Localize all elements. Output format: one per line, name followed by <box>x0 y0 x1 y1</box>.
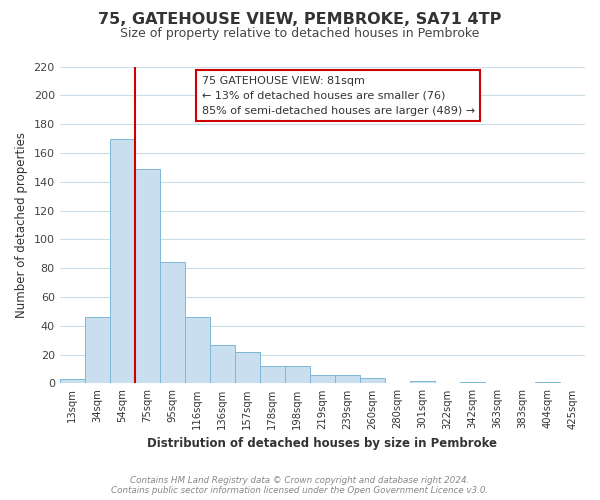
Bar <box>335 375 360 384</box>
X-axis label: Distribution of detached houses by size in Pembroke: Distribution of detached houses by size … <box>148 437 497 450</box>
Text: Contains HM Land Registry data © Crown copyright and database right 2024.
Contai: Contains HM Land Registry data © Crown c… <box>112 476 488 495</box>
Bar <box>285 366 310 384</box>
Bar <box>460 382 485 384</box>
Bar <box>310 375 335 384</box>
Bar <box>210 344 235 384</box>
Bar <box>160 262 185 384</box>
Bar <box>59 379 85 384</box>
Bar <box>110 138 135 384</box>
Text: Size of property relative to detached houses in Pembroke: Size of property relative to detached ho… <box>121 28 479 40</box>
Bar <box>235 352 260 384</box>
Bar <box>260 366 285 384</box>
Y-axis label: Number of detached properties: Number of detached properties <box>15 132 28 318</box>
Text: 75, GATEHOUSE VIEW, PEMBROKE, SA71 4TP: 75, GATEHOUSE VIEW, PEMBROKE, SA71 4TP <box>98 12 502 28</box>
Bar <box>535 382 560 384</box>
Bar <box>135 169 160 384</box>
Bar <box>85 317 110 384</box>
Text: 75 GATEHOUSE VIEW: 81sqm
← 13% of detached houses are smaller (76)
85% of semi-d: 75 GATEHOUSE VIEW: 81sqm ← 13% of detach… <box>202 76 475 116</box>
Bar <box>410 380 435 384</box>
Bar <box>185 317 210 384</box>
Bar <box>360 378 385 384</box>
